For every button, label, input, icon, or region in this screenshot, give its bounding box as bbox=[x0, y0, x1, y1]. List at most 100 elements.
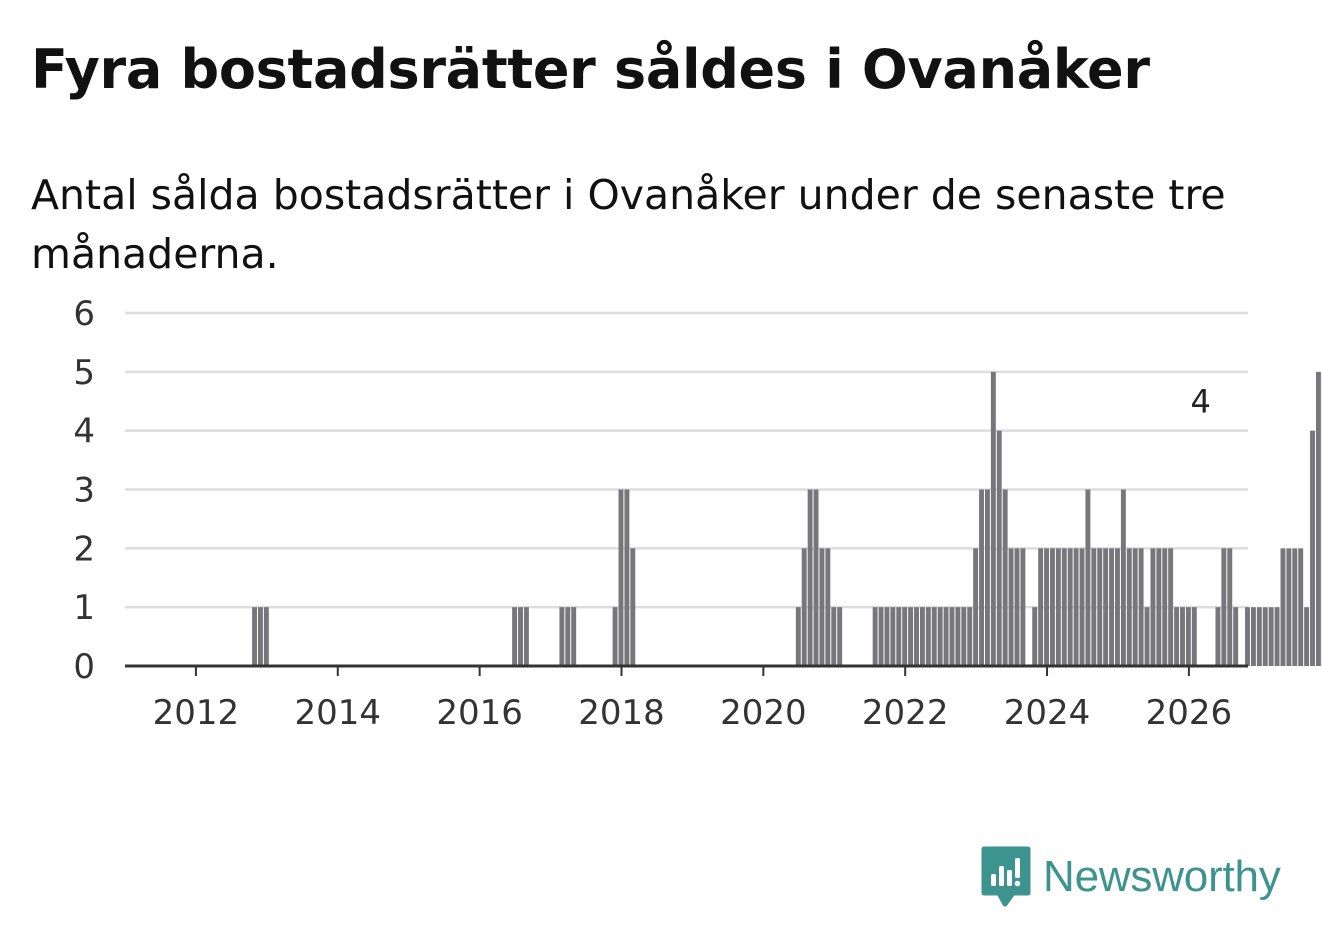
bar bbox=[1298, 548, 1304, 666]
bar bbox=[878, 607, 884, 666]
bar bbox=[795, 607, 801, 666]
bar bbox=[1038, 548, 1044, 666]
bar bbox=[257, 607, 263, 666]
bar bbox=[1215, 607, 1221, 666]
bar bbox=[1103, 548, 1109, 666]
bar bbox=[1014, 548, 1020, 666]
bar bbox=[1156, 548, 1162, 666]
bar bbox=[979, 489, 984, 666]
bar bbox=[1073, 548, 1079, 666]
bar bbox=[902, 607, 908, 666]
bar bbox=[1227, 548, 1233, 666]
bar bbox=[1268, 607, 1274, 666]
bar bbox=[1061, 548, 1067, 666]
bar bbox=[872, 607, 878, 666]
bar bbox=[523, 607, 529, 666]
bar bbox=[512, 607, 518, 666]
bar bbox=[967, 607, 973, 666]
bar bbox=[1115, 548, 1120, 666]
bar bbox=[949, 607, 955, 666]
bar bbox=[1126, 548, 1132, 666]
x-axis-ticks bbox=[194, 666, 1190, 676]
bar bbox=[955, 607, 961, 666]
chart-subtitle: Antal sålda bostadsrätter i Ovanåker und… bbox=[31, 171, 1226, 278]
bar bbox=[925, 607, 931, 666]
highlight-data-label: 4 bbox=[1191, 383, 1211, 421]
bar bbox=[252, 607, 257, 666]
x-tick-label: 2014 bbox=[295, 693, 382, 733]
bar bbox=[565, 607, 571, 666]
bar bbox=[571, 607, 577, 666]
bar bbox=[813, 489, 819, 666]
chart-title: Fyra bostadsrätter såldes i Ovanåker bbox=[31, 38, 1150, 101]
bar bbox=[919, 607, 925, 666]
bar bbox=[1008, 548, 1014, 666]
bar bbox=[618, 489, 624, 666]
bar bbox=[1310, 430, 1315, 666]
bar bbox=[1150, 548, 1156, 666]
bar bbox=[1280, 548, 1286, 666]
bar bbox=[996, 430, 1002, 666]
bar bbox=[890, 607, 896, 666]
bar bbox=[1245, 607, 1250, 666]
x-tick-label: 2024 bbox=[1004, 693, 1091, 733]
bar bbox=[630, 548, 636, 666]
bar bbox=[1132, 548, 1138, 666]
bar bbox=[559, 607, 565, 666]
bar bbox=[1304, 607, 1310, 666]
x-tick-label: 2022 bbox=[862, 693, 949, 733]
bar bbox=[943, 607, 949, 666]
bars bbox=[252, 371, 1322, 666]
bar bbox=[908, 607, 914, 666]
bar bbox=[1079, 548, 1085, 666]
bar bbox=[819, 548, 825, 666]
bar bbox=[1292, 548, 1298, 666]
bar bbox=[937, 607, 943, 666]
x-axis-labels: 2012 2014 2016 2018 2020 2022 2024 2026 bbox=[153, 693, 1232, 733]
bar bbox=[1120, 489, 1126, 666]
bar bbox=[831, 607, 837, 666]
bar bbox=[1262, 607, 1268, 666]
x-tick-label: 2020 bbox=[720, 693, 807, 733]
bar bbox=[624, 489, 630, 666]
bar bbox=[1233, 607, 1239, 666]
bar bbox=[1044, 548, 1049, 666]
y-tick-label: 1 bbox=[73, 588, 95, 628]
bar bbox=[1174, 607, 1180, 666]
x-tick-label: 2026 bbox=[1146, 693, 1233, 733]
bar bbox=[1315, 371, 1321, 666]
bar bbox=[984, 489, 990, 666]
bar bbox=[1109, 548, 1115, 666]
bar bbox=[837, 607, 843, 666]
bar bbox=[1168, 548, 1174, 666]
bar bbox=[1144, 607, 1150, 666]
bar bbox=[1286, 548, 1292, 666]
bar bbox=[1256, 607, 1262, 666]
bar bbox=[1221, 548, 1227, 666]
y-tick-label: 3 bbox=[73, 471, 95, 511]
bar bbox=[1274, 607, 1280, 666]
bar bbox=[1020, 548, 1026, 666]
newsworthy-logo: Newsworthy bbox=[981, 846, 1281, 908]
bar bbox=[1097, 548, 1103, 666]
bar bbox=[807, 489, 813, 666]
bar bbox=[1162, 548, 1168, 666]
bar bbox=[884, 607, 890, 666]
y-tick-label: 6 bbox=[73, 294, 95, 334]
bar bbox=[1032, 607, 1038, 666]
bar bbox=[1180, 607, 1185, 666]
bar bbox=[263, 607, 269, 666]
bar bbox=[801, 548, 807, 666]
brand-name: Newsworthy bbox=[1043, 852, 1281, 901]
y-tick-label: 2 bbox=[73, 529, 95, 569]
bar bbox=[896, 607, 902, 666]
x-tick-label: 2012 bbox=[153, 693, 240, 733]
bar bbox=[1185, 607, 1191, 666]
y-tick-label: 5 bbox=[73, 353, 95, 393]
x-tick-label: 2018 bbox=[578, 693, 665, 733]
y-tick-label: 4 bbox=[73, 412, 95, 452]
bar bbox=[1250, 607, 1256, 666]
bar bbox=[518, 607, 523, 666]
bar bbox=[914, 607, 919, 666]
bar bbox=[1091, 548, 1097, 666]
